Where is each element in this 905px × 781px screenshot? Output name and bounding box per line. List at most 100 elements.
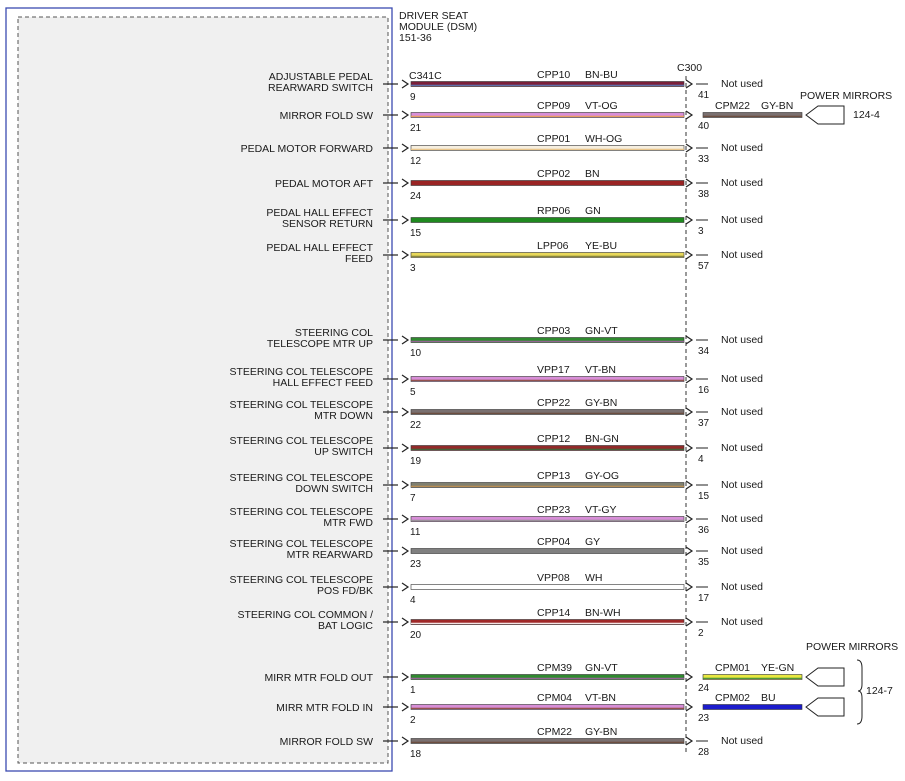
wire <box>410 619 685 625</box>
wire-color-code: VT-OG <box>585 100 618 112</box>
wire-label: SENSOR RETURN <box>282 218 373 230</box>
connector-plug-icon <box>805 105 845 125</box>
module-title-line-2: MODULE (DSM) <box>399 21 477 33</box>
circuit-id: CPP10 <box>537 69 570 81</box>
connector-chevron-icon <box>401 514 410 524</box>
wire-label: STEERING COL TELESCOPE <box>229 435 373 447</box>
ext-circuit-id: CPM22 <box>715 100 750 112</box>
wire <box>410 738 685 744</box>
destination-2-brace <box>856 659 863 725</box>
wire-label: BAT LOGIC <box>318 620 373 632</box>
connector-chevron-icon <box>401 215 410 225</box>
wire-status: Not used <box>721 249 763 261</box>
wire-color-code: GN <box>585 205 601 217</box>
circuit-id: CPP23 <box>537 504 570 516</box>
circuit-id: CPM04 <box>537 692 572 704</box>
pin-left: 9 <box>410 92 416 103</box>
wire-label: POS FD/BK <box>317 585 373 597</box>
pin-right: 17 <box>698 593 710 604</box>
ext-circuit-id: CPM01 <box>715 662 750 674</box>
wire-label: MIRR MTR FOLD IN <box>276 702 373 714</box>
pin-left: 19 <box>410 456 422 467</box>
wire-label: MIRROR FOLD SW <box>280 110 373 122</box>
pin-right: 35 <box>698 557 710 568</box>
pin-left: 2 <box>410 715 416 726</box>
pin-left: 22 <box>410 420 422 431</box>
connector-chevron-icon <box>685 79 694 89</box>
wire <box>410 445 685 451</box>
connector-chevron-icon <box>401 546 410 556</box>
wire-color-code: VT-BN <box>585 364 616 376</box>
wire-color-code: BN-WH <box>585 607 621 619</box>
wire-color-code: WH-OG <box>585 133 622 145</box>
pin-left: 11 <box>410 527 421 538</box>
wire-label: MIRR MTR FOLD OUT <box>265 672 374 684</box>
connector-chevron-icon <box>401 617 410 627</box>
wire-color-code: VT-GY <box>585 504 617 516</box>
wire-color-code: GN-VT <box>585 662 618 674</box>
destination-2-ref: 124-7 <box>866 685 893 697</box>
connector-chevron-icon <box>401 582 410 592</box>
pin-right: 24 <box>698 683 710 694</box>
wire-extension <box>702 112 803 118</box>
wire <box>410 704 685 710</box>
wire-label: HALL EFFECT FEED <box>273 377 374 389</box>
connector-chevron-icon <box>685 736 694 746</box>
wire-status: Not used <box>721 513 763 525</box>
circuit-id: CPP04 <box>537 536 570 548</box>
pin-right: 36 <box>698 525 710 536</box>
connector-chevron-icon <box>685 582 694 592</box>
circuit-id: LPP06 <box>537 240 569 252</box>
wire <box>410 376 685 382</box>
wire <box>410 180 685 186</box>
pin-left: 3 <box>410 263 416 274</box>
wire-status: Not used <box>721 545 763 557</box>
wire-label: MTR DOWN <box>314 410 373 422</box>
connector-chevron-icon <box>401 374 410 384</box>
connector-chevron-icon <box>401 79 410 89</box>
wire-status: Not used <box>721 373 763 385</box>
pin-left: 18 <box>410 749 422 760</box>
pin-right: 57 <box>698 261 710 272</box>
wire-color-code: GY <box>585 536 600 548</box>
wire-color-code: BN-BU <box>585 69 618 81</box>
connector-chevron-icon <box>401 672 410 682</box>
pin-left: 21 <box>410 123 422 134</box>
pin-left: 12 <box>410 156 422 167</box>
wire <box>410 482 685 488</box>
circuit-id: VPP17 <box>537 364 570 376</box>
connector-chevron-icon <box>401 250 410 260</box>
circuit-id: CPP14 <box>537 607 570 619</box>
connector-chevron-icon <box>685 672 694 682</box>
wire <box>410 81 685 87</box>
ext-wire-color-code: BU <box>761 692 776 704</box>
wire-status: Not used <box>721 214 763 226</box>
module-inner <box>17 16 389 764</box>
pin-left: 5 <box>410 387 416 398</box>
wire-color-code: VT-BN <box>585 692 616 704</box>
pin-left: 15 <box>410 228 422 239</box>
connector-plug-icon <box>805 667 845 687</box>
pin-right: 2 <box>698 628 704 639</box>
connector-chevron-icon <box>401 443 410 453</box>
connector-chevron-icon <box>685 546 694 556</box>
wire-color-code: YE-BU <box>585 240 617 252</box>
connector-chevron-icon <box>401 480 410 490</box>
wire <box>410 337 685 343</box>
wire <box>410 516 685 522</box>
circuit-id: RPP06 <box>537 205 570 217</box>
connector-chevron-icon <box>685 702 694 712</box>
destination-2-title: POWER MIRRORS <box>806 641 898 653</box>
wire-label: MIRROR FOLD SW <box>280 736 373 748</box>
connector-chevron-icon <box>685 110 694 120</box>
wire-status: Not used <box>721 735 763 747</box>
wire <box>410 217 685 223</box>
connector-left-label: C341C <box>409 70 442 82</box>
connector-chevron-icon <box>401 143 410 153</box>
wire-status: Not used <box>721 406 763 418</box>
circuit-id: CPP12 <box>537 433 570 445</box>
pin-right: 23 <box>698 713 710 724</box>
circuit-id: CPP09 <box>537 100 570 112</box>
wire-extension <box>702 704 803 710</box>
